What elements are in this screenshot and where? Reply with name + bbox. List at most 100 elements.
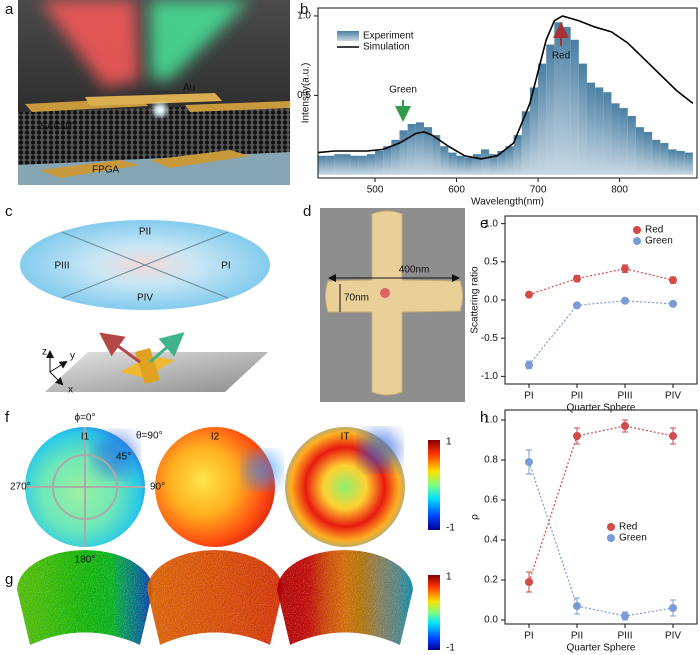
- histogram-bar: [562, 27, 571, 175]
- histogram-bar: [423, 127, 433, 175]
- histogram-bar: [513, 135, 522, 175]
- axis-name: y: [70, 351, 75, 362]
- chart: [525, 419, 677, 621]
- x-tick-label: PII: [571, 631, 583, 642]
- legend-label: Green: [619, 533, 647, 544]
- angle-label: ϕ=0°: [74, 413, 95, 424]
- histogram-bar: [644, 131, 653, 175]
- x-tick-label: 700: [530, 185, 547, 196]
- scene-label: FPGA: [92, 165, 120, 176]
- angle-label: 270°: [10, 482, 31, 493]
- histogram-bar: [497, 150, 506, 175]
- histogram-bar: [635, 127, 645, 175]
- y-tick-label: 0.0: [484, 295, 498, 306]
- marker: [669, 604, 677, 612]
- histogram-bar: [358, 155, 367, 175]
- y-tick-label: 0.8: [484, 455, 498, 466]
- y-tick-label: -1.0: [481, 371, 499, 382]
- quadrant-label: PIV: [137, 293, 153, 304]
- legend-label: Green: [645, 236, 673, 247]
- histogram-bar: [334, 154, 343, 175]
- histogram-bar: [366, 154, 376, 175]
- legend-label: Experiment: [363, 31, 414, 42]
- histogram-bar: [407, 123, 416, 175]
- marker: [525, 290, 533, 299]
- histogram-bar: [538, 63, 547, 175]
- y-axis-label: ρ: [470, 514, 481, 520]
- angle-label: 45°: [116, 452, 131, 463]
- histogram-bar: [521, 111, 530, 175]
- line: [528, 461, 674, 617]
- x-tick-label: 800: [611, 185, 628, 196]
- histogram-bar: [660, 143, 669, 175]
- legend-swatch: [633, 237, 641, 245]
- axis-name: x: [68, 385, 73, 396]
- histogram-bar: [432, 135, 441, 175]
- histogram-bar: [375, 150, 384, 175]
- marker: [621, 612, 629, 620]
- y-tick-label: 1.0: [297, 11, 311, 22]
- marker: [573, 602, 581, 610]
- panel-g-art: [17, 550, 440, 650]
- panel-d-art: [320, 208, 465, 402]
- map-title: I1: [81, 432, 90, 443]
- histogram-bar: [350, 155, 359, 175]
- x-tick-label: 600: [448, 185, 465, 196]
- marker: [573, 301, 581, 310]
- angle-label: 90°: [150, 482, 165, 493]
- histogram-bar: [489, 154, 498, 175]
- panel-label: g: [5, 571, 13, 588]
- scene-label: SACNT: [40, 122, 74, 133]
- x-tick-label: PI: [524, 391, 533, 402]
- legend-swatch: [607, 523, 615, 531]
- histogram-bar: [318, 155, 327, 175]
- scale-label: 400nm: [399, 265, 430, 276]
- plot-frame: [317, 7, 698, 179]
- histogram-bar: [603, 92, 612, 175]
- y-axis-label: Intensity(a.u.): [301, 63, 312, 124]
- histogram-bar: [448, 152, 457, 175]
- histogram-bar: [611, 103, 620, 175]
- legend-swatch: [633, 226, 641, 234]
- histogram-bar: [676, 150, 685, 175]
- quadrant-label: PII: [139, 227, 151, 238]
- angle-label: θ=90°: [136, 431, 163, 442]
- chart: [317, 15, 694, 175]
- histogram-bar: [652, 139, 661, 175]
- histogram-bar: [619, 108, 628, 175]
- x-tick-label: PII: [571, 391, 583, 402]
- angle-label: 180°: [75, 555, 96, 566]
- legend-label: Red: [619, 522, 637, 533]
- histogram-bar: [456, 155, 465, 175]
- histogram-bar: [505, 146, 514, 175]
- quadrant-label: PIII: [54, 261, 69, 272]
- panel-label: e: [480, 215, 488, 232]
- annotation: Green: [389, 85, 417, 96]
- marker: [621, 422, 629, 430]
- y-tick-label: -0.5: [481, 333, 499, 344]
- panel-label: d: [303, 203, 311, 220]
- line: [528, 300, 674, 366]
- x-axis-label: Quarter Sphere: [567, 643, 636, 654]
- annotation: Red: [552, 51, 570, 62]
- chart: [525, 264, 677, 370]
- y-tick-label: 0.5: [484, 256, 498, 267]
- marker: [669, 299, 677, 308]
- histogram-bar: [684, 152, 693, 175]
- histogram-bar: [595, 87, 604, 175]
- marker: [573, 432, 581, 440]
- histogram-bar: [529, 87, 539, 175]
- panel-f-art: [25, 427, 440, 547]
- histogram-bar: [326, 155, 335, 175]
- histogram-bar: [415, 122, 424, 175]
- panel-c-art: [20, 220, 270, 392]
- y-tick-label: 1.0: [484, 218, 498, 229]
- x-axis-label: Quarter Sphere: [567, 403, 636, 414]
- colorbar-tick-label: -1: [446, 523, 455, 534]
- histogram-bar: [472, 154, 482, 175]
- panel-label: a: [5, 1, 14, 18]
- y-tick-label: 0.4: [484, 535, 498, 546]
- marker: [621, 264, 629, 273]
- histogram-bar: [464, 157, 473, 175]
